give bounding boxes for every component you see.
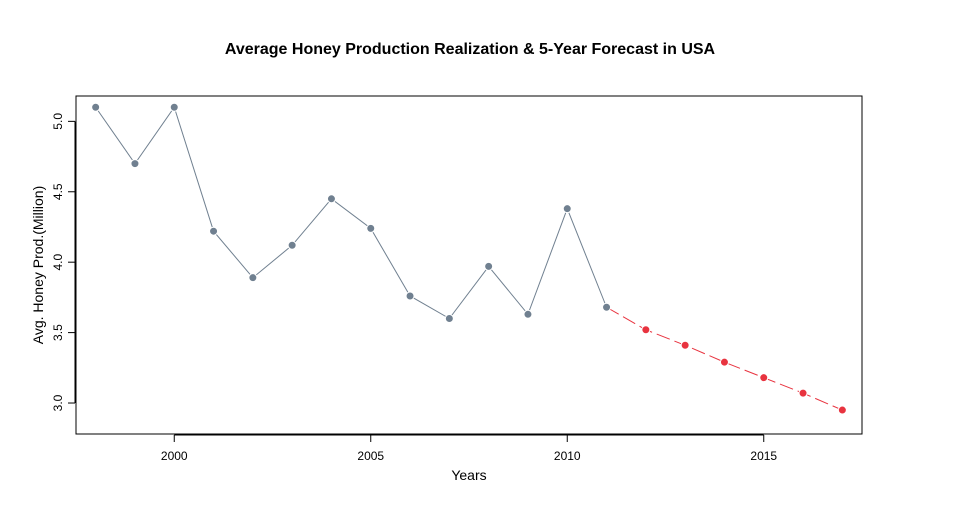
y-tick-label: 3.0 [51,394,65,411]
plot-frame [75,95,863,435]
realization-point [287,240,297,250]
realization-point [326,194,336,204]
y-tick-label: 4.5 [51,183,65,200]
forecast-point [759,373,769,383]
x-axis-label: Years [451,467,486,483]
realization-point [562,204,572,214]
y-axis-label: Avg. Honey Prod.(Million) [30,186,46,344]
forecast-point [798,388,808,398]
x-tick-label: 2005 [357,449,384,463]
realization-point [484,261,494,271]
realization-point [91,102,101,112]
realization-point [248,273,258,283]
chart-title: Average Honey Production Realization & 5… [225,41,716,58]
y-axis: 3.0 3.5 4.0 4.5 5.0 [51,113,76,411]
forecast-point [680,340,690,350]
x-tick-label: 2000 [161,449,188,463]
realization-point [169,102,179,112]
x-tick-label: 2015 [750,449,777,463]
realization-point [602,302,612,312]
x-tick-label: 2010 [554,449,581,463]
realization-point [130,159,140,169]
y-tick-label: 5.0 [51,113,65,130]
x-axis: 2000 2005 2010 2015 [161,434,777,463]
realization-point [444,314,454,324]
y-tick-label: 3.5 [51,324,65,341]
realization-point [523,309,533,319]
realization-point [405,291,415,301]
realization-point [366,223,376,233]
forecast-point [837,405,847,415]
y-tick-label: 4.0 [51,254,65,271]
series-layer [91,102,847,415]
forecast-point [641,325,651,335]
forecast-point [719,357,729,367]
realization-line [95,106,608,320]
realization-point [209,226,219,236]
